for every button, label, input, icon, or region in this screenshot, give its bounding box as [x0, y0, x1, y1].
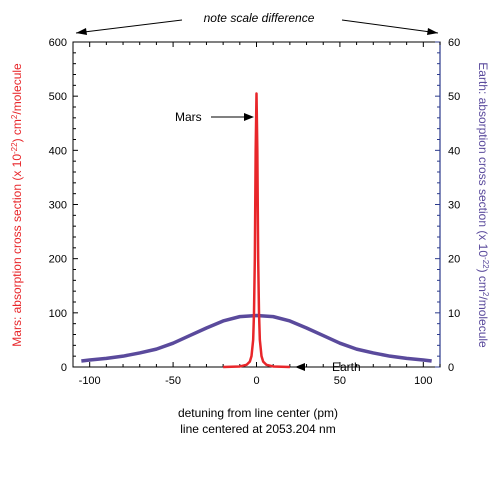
series-mars-line	[223, 92, 290, 369]
x-tick-label: -100	[79, 375, 101, 387]
right-tick-label: 10	[448, 308, 460, 320]
plot-frame	[72, 41, 441, 368]
left-tick-label: 0	[61, 362, 67, 374]
right-axis-ticks: 0 10 20 30 40 50 60	[435, 37, 460, 374]
x-tick-label: 50	[334, 375, 346, 387]
note-arrow-right	[341, 19, 439, 34]
left-tick-label: 100	[49, 308, 67, 320]
earth-label: Earth	[332, 360, 361, 374]
left-tick-label: 300	[49, 200, 67, 212]
left-tick-label: 600	[49, 37, 67, 49]
note-text: note scale difference	[204, 11, 315, 25]
note-arrow-left	[75, 19, 183, 34]
right-tick-label: 0	[448, 362, 454, 374]
mars-annotation: Mars	[175, 110, 254, 124]
series-layer	[81, 92, 432, 369]
x-axis-title: detuning from line center (pm)	[178, 406, 338, 420]
earth-annotation: Earth	[295, 360, 361, 374]
note-arrowhead-right	[427, 28, 438, 35]
left-tick-label: 400	[49, 145, 67, 157]
x-axis-ticks: -100 -50 0 50 100	[72, 42, 441, 387]
scale-note: note scale difference	[75, 11, 439, 35]
right-tick-label: 50	[448, 91, 460, 103]
x-tick-label: 100	[414, 375, 432, 387]
left-axis-ticks: 0 100 200 300 400 500 600	[49, 37, 78, 374]
right-tick-label: 20	[448, 254, 460, 266]
note-arrowhead-left	[76, 28, 87, 35]
x-tick-label: -50	[165, 375, 181, 387]
right-tick-label: 30	[448, 200, 460, 212]
right-tick-label: 60	[448, 37, 460, 49]
earth-arrowhead	[295, 363, 305, 371]
left-tick-label: 500	[49, 91, 67, 103]
mars-label: Mars	[175, 110, 202, 124]
x-axis-subtitle: line centered at 2053.204 nm	[180, 422, 335, 436]
series-earth-line	[81, 313, 432, 363]
left-axis-title: Mars: absorption cross section (x 10-22)…	[10, 63, 25, 347]
x-tick-label: 0	[253, 375, 259, 387]
right-tick-label: 40	[448, 145, 460, 157]
left-tick-label: 200	[49, 254, 67, 266]
mars-arrowhead	[244, 113, 254, 121]
right-axis-title: Earth: absorption cross section (x 10-22…	[476, 62, 491, 348]
